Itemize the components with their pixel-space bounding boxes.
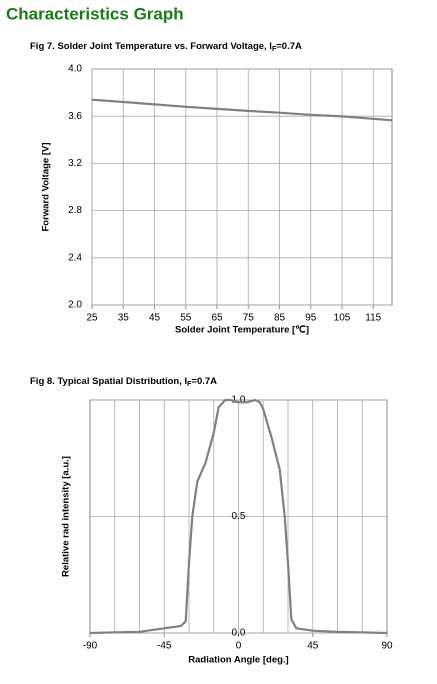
x-tick-label: 90 [381,641,393,652]
chart-title: Fig 7. Solder Joint Temperature vs. Forw… [30,41,302,53]
x-tick-label: 65 [211,313,223,324]
chart-title-text: Fig 7. Solder Joint Temperature vs. Forw… [30,41,272,52]
chart-title: Fig 8. Typical Spatial Distribution, IF=… [30,376,217,388]
data-line [89,398,388,635]
y-tick-label: 2.4 [68,252,82,263]
x-tick-label: 45 [307,641,319,652]
chart-title-text: Fig 8. Typical Spatial Distribution, I [30,376,187,387]
x-tick-label: 0 [236,641,242,652]
x-tick-label: 75 [243,313,255,324]
x-tick-label: 115 [365,313,381,324]
y-tick-label: 2.8 [68,205,82,216]
y-axis-label: Relative rad intensity [a.u.] [61,456,72,577]
x-tick-label: 85 [274,313,286,324]
y-tick-label: 4.0 [68,64,82,75]
x-tick-label: 35 [118,313,130,324]
x-tick-label: 25 [86,313,98,324]
page-title: Characteristics Graph [6,4,184,23]
y-tick-label: 3.6 [68,111,82,122]
y-tick-label: 0.5 [232,511,246,522]
x-tick-label: -45 [157,641,172,652]
data-line [91,98,393,122]
y-tick-label: 1.0 [232,395,246,406]
x-tick-label: 45 [149,313,161,324]
x-tick-label: 95 [305,313,317,324]
y-axis-label: Forward Voltage [V] [41,142,52,231]
y-tick-label: 2.0 [68,300,82,311]
chart-title-subscript: F [187,381,192,388]
chart-title-subscript: F [272,46,277,53]
chart-title-suffix: =0.7A [191,376,217,387]
plot-frame [91,68,393,306]
y-tick-label: 3.2 [68,158,82,169]
chart-title-suffix: =0.7A [276,41,302,52]
x-axis-label: Radiation Angle [deg.] [188,655,288,666]
x-tick-label: -90 [83,641,98,652]
x-axis-label: Solder Joint Temperature [℃] [175,325,309,336]
y-tick-label: 0.0 [232,628,246,639]
x-tick-label: 105 [334,313,351,324]
x-tick-label: 55 [180,313,192,324]
